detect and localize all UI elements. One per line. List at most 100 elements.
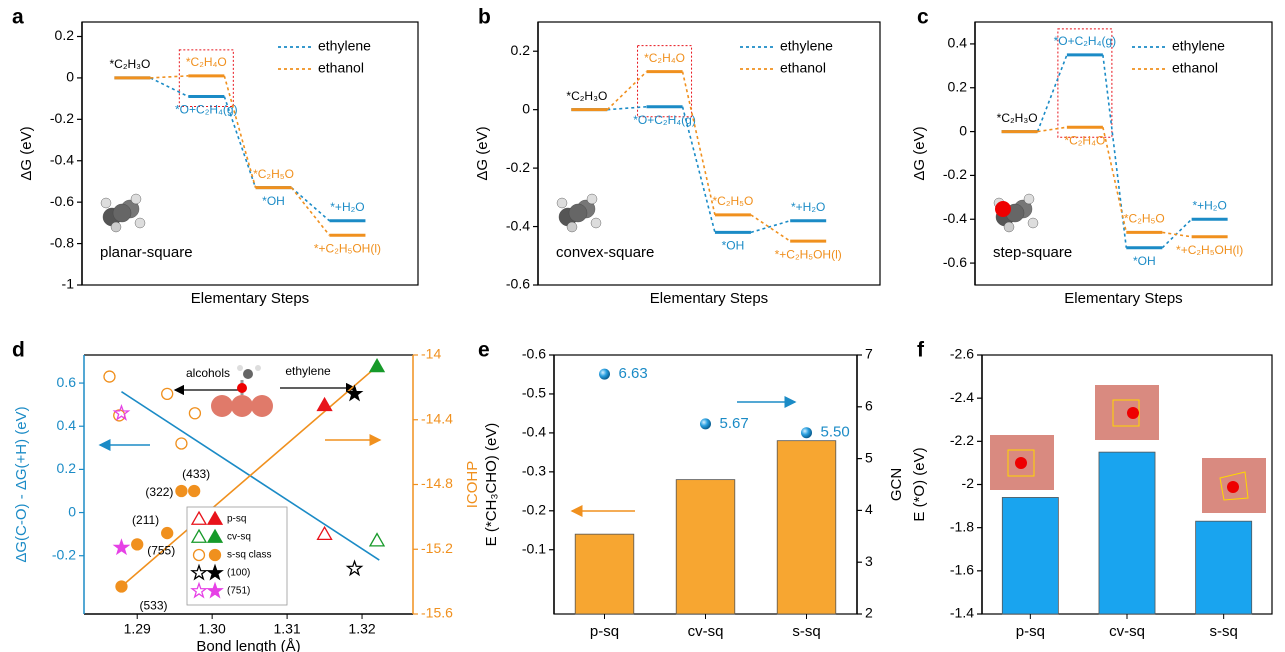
- state-label: *C₂H₅O: [713, 194, 754, 208]
- annotation: alcohols: [186, 366, 230, 380]
- x-axis-title: Elementary Steps: [191, 290, 309, 307]
- point-label: (211): [132, 513, 159, 527]
- molecule-atom: [100, 197, 112, 209]
- y-tick-label: 2: [865, 605, 873, 621]
- legend-marker: [206, 581, 224, 599]
- point-open: [368, 532, 386, 547]
- state-label: *+C₂H₅OH(l): [314, 241, 381, 255]
- x-tick-label: 1.31: [273, 621, 300, 637]
- y-tick-label: -14.4: [421, 410, 453, 426]
- bar: [574, 533, 635, 615]
- state-label: *OH: [262, 194, 285, 208]
- legend-label: s-sq class: [227, 550, 271, 561]
- highlight-box: [178, 49, 234, 108]
- y-tick-label: 0: [522, 100, 530, 116]
- legend-label: ethanol: [1172, 60, 1218, 76]
- legend-marker: [208, 548, 222, 562]
- connector: [223, 96, 257, 188]
- highlight-box: [1057, 28, 1113, 138]
- connector: [1037, 126, 1068, 133]
- value-label: 6.63: [619, 365, 648, 382]
- f-insets: [990, 385, 1266, 513]
- legend-marker: [206, 528, 224, 543]
- point-label: (433): [182, 467, 210, 481]
- state-label: *O+C₂H₄(g): [1054, 34, 1117, 48]
- connector: [607, 105, 647, 111]
- molecule-atom: [590, 217, 602, 229]
- connector: [1161, 218, 1193, 249]
- value-label: 5.50: [821, 424, 850, 441]
- molecule-atom: [130, 193, 142, 205]
- panel-letter: b: [478, 6, 491, 29]
- legend-marker: [206, 563, 224, 581]
- e-decorations: [570, 396, 797, 517]
- molecule-atom: [995, 201, 1011, 217]
- bar: [1001, 497, 1059, 615]
- state-label: *C₂H₃O: [997, 111, 1038, 125]
- structure-label: planar-square: [100, 244, 193, 261]
- y-tick-label: 7: [865, 346, 873, 362]
- point-open: [112, 403, 131, 421]
- y-tick-label: -1.8: [950, 518, 974, 534]
- gcn-point: [599, 368, 610, 380]
- y-axis-title: GCN: [888, 468, 905, 501]
- y-axis-title: ΔG (eV): [474, 126, 491, 180]
- value-label: 5.67: [720, 415, 749, 432]
- connector: [750, 214, 791, 242]
- point-filled: [175, 484, 188, 498]
- y-tick-label: -1: [62, 276, 75, 292]
- y-tick-label: -0.2: [50, 110, 74, 126]
- y-tick-label: -15.2: [421, 540, 453, 556]
- x-tick-label: cv-sq: [1109, 623, 1145, 640]
- molecule-atom: [568, 203, 588, 223]
- x-tick-label: p-sq: [1016, 623, 1045, 640]
- state-label: *+C₂H₅OH(l): [1176, 243, 1243, 257]
- connector: [681, 71, 716, 216]
- y-tick-label: -0.4: [943, 210, 967, 226]
- connector: [150, 75, 189, 79]
- y-tick-label: 0.2: [511, 42, 531, 58]
- x-axis-title: Elementary Steps: [650, 290, 768, 307]
- x-tick-label: cv-sq: [688, 623, 724, 640]
- y-tick-label: -15.6: [421, 605, 453, 621]
- bar: [776, 440, 837, 615]
- y-tick-label: 4: [865, 501, 873, 517]
- y-tick-label: 0: [959, 122, 967, 138]
- x-tick-label: s-sq: [792, 623, 820, 640]
- state-label: *+H₂O: [1192, 198, 1226, 212]
- point-open: [316, 525, 333, 541]
- legend-marker: [206, 510, 224, 525]
- y-axis-title: ΔG (eV): [911, 126, 928, 180]
- legend-label: ethanol: [780, 60, 826, 76]
- y-tick-label: 0.2: [948, 78, 968, 94]
- y-axis-title: ΔG (eV): [18, 126, 35, 180]
- legend-marker: [192, 548, 206, 562]
- point-filled: [316, 396, 333, 412]
- legend-label: ethylene: [780, 38, 833, 54]
- legend-label: p-sq: [227, 514, 246, 525]
- legend-label: ethylene: [1172, 38, 1225, 54]
- bar: [675, 479, 736, 615]
- y-tick-label: -14: [421, 346, 441, 362]
- point-open: [175, 437, 188, 450]
- gcn-point: [801, 427, 812, 439]
- point-open: [161, 387, 174, 401]
- highlight-box: [637, 45, 693, 118]
- molecule-atom: [566, 221, 578, 233]
- panel-letter: e: [478, 339, 490, 362]
- molecule-atom: [110, 221, 122, 233]
- y-tick-label: -14.8: [421, 475, 453, 491]
- state-label: *C₂H₅O: [253, 167, 294, 181]
- molecule-atom: [1003, 221, 1015, 233]
- point-filled: [112, 538, 131, 556]
- molecule-atom: [134, 217, 146, 229]
- panel-letter: d: [12, 339, 25, 362]
- connector: [223, 75, 257, 188]
- legend-marker: [190, 510, 208, 525]
- y-tick-label: 0: [66, 69, 74, 85]
- y-tick-label: 0: [68, 503, 76, 519]
- connector: [150, 77, 189, 98]
- y-tick-label: 0.4: [57, 417, 77, 433]
- y-tick-label: -2.4: [950, 389, 974, 405]
- y-tick-label: -0.6: [522, 346, 546, 362]
